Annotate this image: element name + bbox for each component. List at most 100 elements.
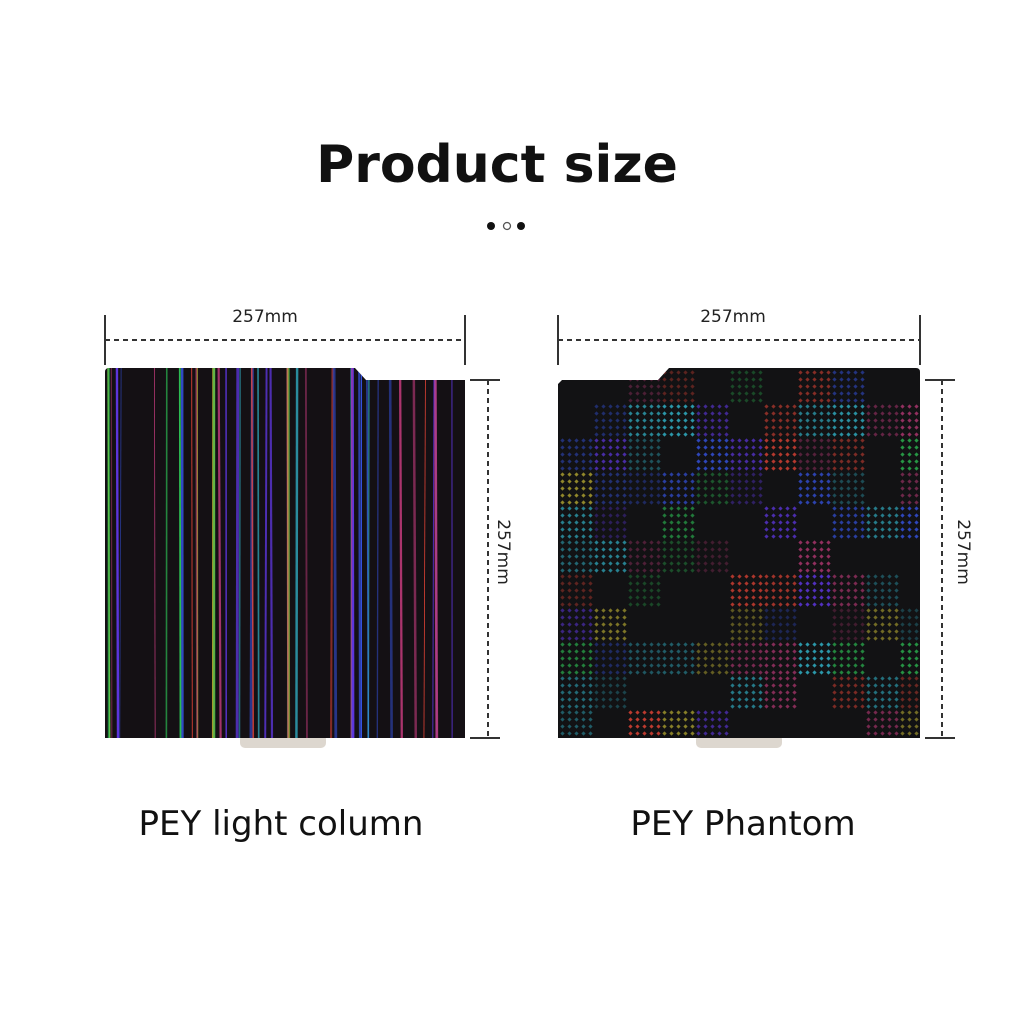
phantom-dot	[805, 540, 810, 545]
phantom-dot	[928, 622, 932, 626]
phantom-dot	[860, 370, 865, 375]
phantom-dot	[805, 486, 810, 491]
phantom-dot	[581, 540, 586, 545]
phantom-dot	[805, 663, 810, 668]
phantom-dot	[846, 404, 851, 409]
phantom-dot	[703, 479, 708, 484]
phantom-dot	[588, 676, 593, 681]
phantom-dot	[873, 588, 878, 593]
phantom-dot	[683, 513, 688, 518]
phantom-dot	[567, 724, 572, 729]
phantom-dot	[846, 506, 851, 511]
phantom-dot	[832, 411, 837, 416]
phantom-dot	[730, 602, 735, 607]
phantom-dot	[724, 540, 729, 545]
phantom-dot	[574, 738, 578, 742]
phantom-dot	[730, 452, 735, 457]
phantom-dot	[798, 540, 803, 545]
phantom-dot	[914, 642, 919, 647]
phantom-dot	[628, 384, 633, 389]
phantom-dot	[758, 574, 763, 579]
phantom-dot	[628, 459, 633, 464]
phantom-dot	[703, 724, 708, 729]
phantom-dot	[832, 377, 837, 382]
phantom-dot	[744, 574, 749, 579]
phantom-dot	[839, 642, 844, 647]
phantom-dot	[900, 738, 904, 742]
phantom-dot	[751, 636, 756, 641]
phantom-patch	[832, 472, 865, 505]
phantom-dot	[656, 738, 660, 742]
phantom-dot	[737, 479, 742, 484]
phantom-dot	[676, 547, 681, 552]
phantom-dot	[907, 636, 912, 641]
phantom-dot	[662, 404, 667, 409]
phantom-dot	[758, 398, 763, 403]
phantom-dot	[662, 377, 667, 382]
phantom-dot	[819, 418, 824, 423]
phantom-dot	[628, 649, 633, 654]
phantom-dot	[635, 540, 640, 545]
phantom-dot	[615, 479, 620, 484]
phantom-dot	[662, 493, 667, 498]
phantom-dot	[792, 445, 797, 450]
phantom-dot	[656, 432, 661, 437]
phantom-dot	[594, 547, 599, 552]
phantom-dot	[649, 738, 653, 742]
phantom-dot	[724, 554, 729, 559]
phantom-dot	[730, 663, 735, 668]
phantom-dot	[730, 500, 735, 505]
phantom-dot	[594, 690, 599, 695]
phantom-dot	[560, 717, 565, 722]
phantom-dot	[683, 418, 688, 423]
phantom-dot	[798, 398, 803, 403]
phantom-dot	[921, 486, 925, 490]
phantom-dot	[839, 452, 844, 457]
phantom-dot	[608, 432, 613, 437]
phantom-dot	[839, 500, 844, 505]
phantom-dot	[574, 540, 579, 545]
phantom-dot	[560, 738, 564, 742]
phantom-dot	[778, 452, 783, 457]
phantom-dot	[758, 683, 763, 688]
phantom-dot	[839, 683, 844, 688]
phantom-dot	[615, 411, 620, 416]
phantom-dot	[846, 534, 851, 539]
phantom-dot	[669, 731, 674, 736]
phantom-dot	[690, 663, 695, 668]
phantom-dot	[724, 466, 729, 471]
phantom-dot	[581, 493, 586, 498]
phantom-dot	[567, 568, 572, 573]
phantom-dot	[622, 547, 627, 552]
phantom-dot	[873, 724, 878, 729]
phantom-dot	[628, 642, 633, 647]
phantom-dot	[880, 595, 885, 600]
phantom-dot	[812, 602, 817, 607]
phantom-dot	[724, 547, 729, 552]
phantom-dot	[581, 676, 586, 681]
phantom-dot	[717, 554, 722, 559]
phantom-dot	[880, 574, 885, 579]
phantom-dot	[778, 697, 783, 702]
phantom-dot	[785, 411, 790, 416]
phantom-dot	[778, 595, 783, 600]
phantom-dot	[928, 472, 932, 476]
phantom-dot	[873, 704, 878, 709]
phantom-dot	[642, 398, 647, 403]
phantom-patch	[628, 642, 661, 675]
plate-light-column	[105, 368, 465, 738]
phantom-dot	[751, 670, 756, 675]
phantom-dot	[696, 547, 701, 552]
phantom-dot	[656, 581, 661, 586]
phantom-dot	[744, 663, 749, 668]
phantom-dot	[860, 649, 865, 654]
phantom-dot	[812, 479, 817, 484]
phantom-dot	[656, 493, 661, 498]
phantom-dot	[628, 432, 633, 437]
phantom-dot	[853, 391, 858, 396]
phantom-dot	[894, 588, 899, 593]
light-streak	[358, 368, 362, 738]
phantom-dot	[778, 404, 783, 409]
phantom-dot	[615, 554, 620, 559]
phantom-dot	[724, 731, 729, 736]
